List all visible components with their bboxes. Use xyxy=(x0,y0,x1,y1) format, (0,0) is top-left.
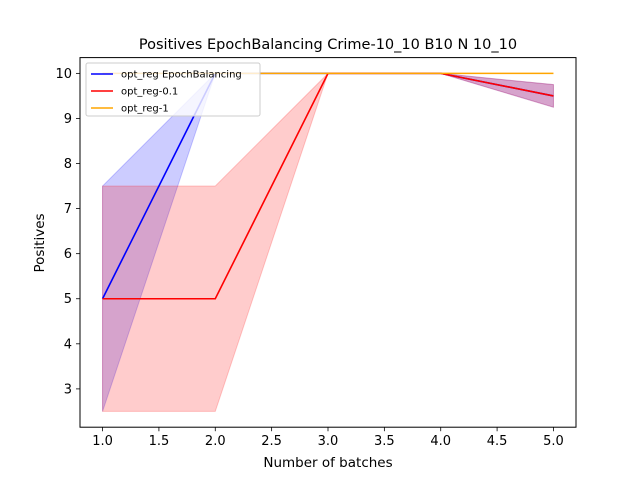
legend-label-3: opt_reg-1 xyxy=(121,104,169,115)
y-tick-label: 7 xyxy=(64,202,72,217)
legend-box xyxy=(85,62,261,117)
y-tick-label: 5 xyxy=(64,292,72,307)
x-tick-label: 2.0 xyxy=(205,434,226,449)
x-tick-label: 2.5 xyxy=(261,434,282,449)
y-tick-label: 9 xyxy=(64,112,72,127)
x-tick-label: 4.5 xyxy=(487,434,508,449)
chart-title: Positives EpochBalancing Crime-10_10 B10… xyxy=(139,37,517,53)
y-axis-ticks: 3 4 5 6 7 8 9 10 xyxy=(55,67,80,397)
y-tick-label: 6 xyxy=(64,247,72,262)
confidence-bands xyxy=(102,72,554,412)
x-tick-label: 3.5 xyxy=(374,434,395,449)
legend-label-1: opt_reg EpochBalancing xyxy=(121,70,242,81)
x-axis-ticks: 1.0 1.5 2.0 2.5 3.0 3.5 4.0 4.5 5.0 xyxy=(92,427,564,449)
y-tick-label: 10 xyxy=(55,67,72,82)
band-series-2 xyxy=(102,72,554,412)
x-tick-label: 1.5 xyxy=(149,434,170,449)
legend-label-2: opt_reg-0.1 xyxy=(121,87,178,98)
x-tick-label: 3.0 xyxy=(318,434,339,449)
y-tick-label: 4 xyxy=(64,337,72,352)
x-tick-label: 5.0 xyxy=(543,434,564,449)
x-tick-label: 1.0 xyxy=(92,434,113,449)
x-tick-label: 4.0 xyxy=(430,434,451,449)
y-tick-label: 3 xyxy=(64,382,72,397)
legend: opt_reg EpochBalancing opt_reg-0.1 opt_reg… xyxy=(85,62,261,117)
x-axis-label: Number of batches xyxy=(263,455,392,471)
y-tick-label: 8 xyxy=(64,157,72,172)
y-axis-label: Positives xyxy=(32,213,48,272)
